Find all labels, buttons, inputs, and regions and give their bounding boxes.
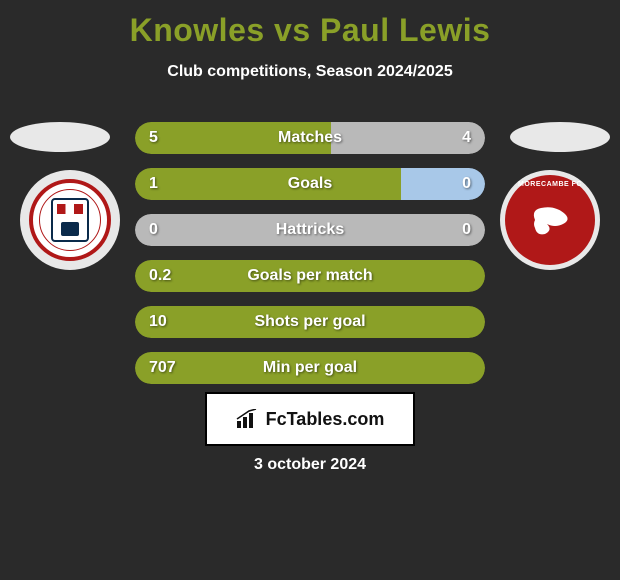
stat-row: 10Goals <box>135 168 485 200</box>
brand-box: FcTables.com <box>205 392 415 446</box>
stat-row: 54Matches <box>135 122 485 154</box>
stat-label: Matches <box>135 122 485 154</box>
club-badge-left <box>20 170 120 270</box>
shrimp-icon <box>525 200 575 240</box>
page-title: Knowles vs Paul Lewis <box>0 0 620 49</box>
brand-text: FcTables.com <box>266 409 385 430</box>
stat-row: 707Min per goal <box>135 352 485 384</box>
chart-icon <box>236 409 260 429</box>
stat-label: Shots per goal <box>135 306 485 338</box>
stat-row: 00Hattricks <box>135 214 485 246</box>
stat-label: Goals <box>135 168 485 200</box>
stat-row: 0.2Goals per match <box>135 260 485 292</box>
subtitle: Club competitions, Season 2024/2025 <box>0 63 620 81</box>
player-photo-right <box>510 122 610 152</box>
player-photo-left <box>10 122 110 152</box>
club-badge-right: MORECAMBE FC <box>500 170 600 270</box>
stat-label: Hattricks <box>135 214 485 246</box>
stats-bars: 54Matches 10Goals 00Hattricks 0.2Goals per … <box>135 122 485 398</box>
stat-label: Min per goal <box>135 352 485 384</box>
date-text: 3 october 2024 <box>0 456 620 474</box>
stat-row: 10Shots per goal <box>135 306 485 338</box>
stat-label: Goals per match <box>135 260 485 292</box>
